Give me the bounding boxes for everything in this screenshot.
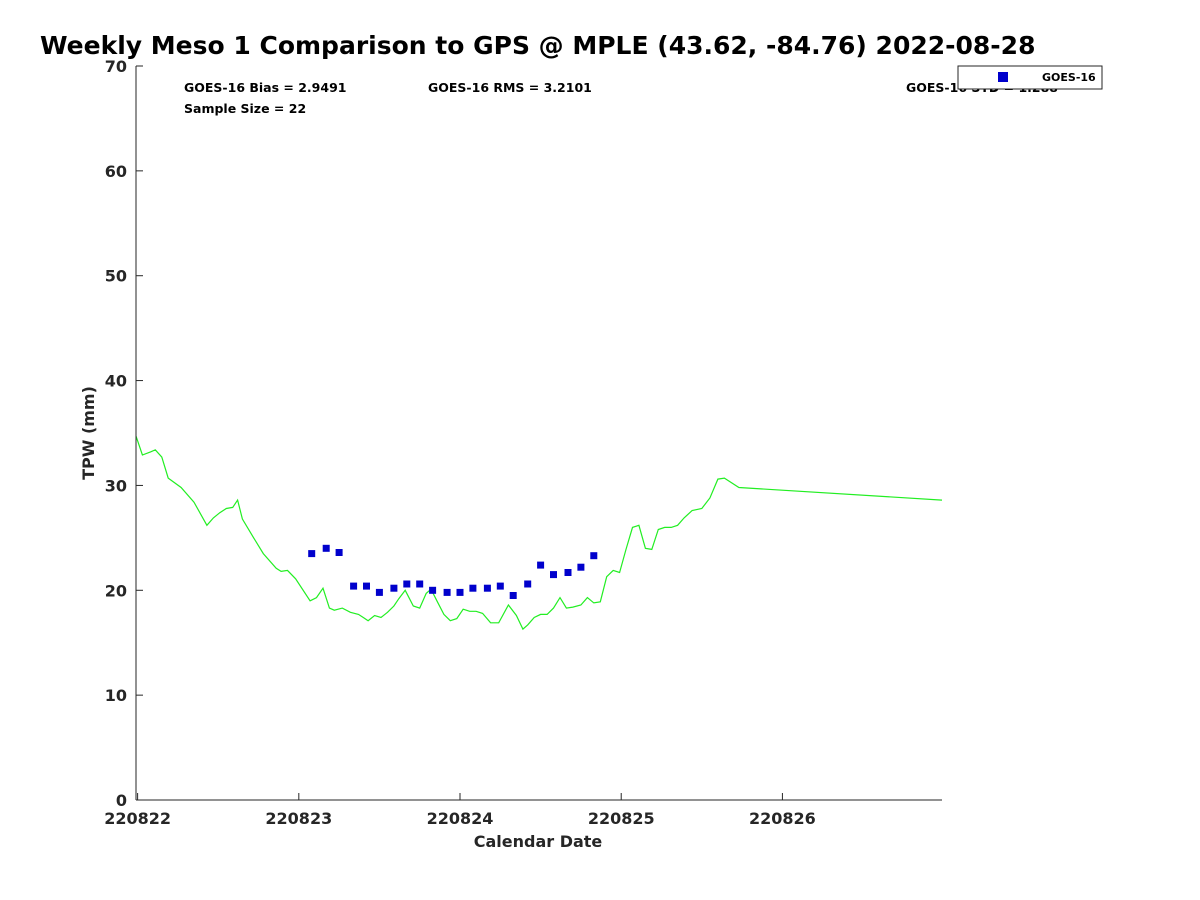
goes16-point [509,592,517,599]
goes16-point [550,571,557,579]
bias-stat: GOES-16 Bias = 2.9491 [184,80,346,95]
goes16-point [590,552,598,560]
y-axis-label: TPW (mm) [79,386,98,480]
x-axis-ticks: 220822 220823 220824 220825 220826 [104,793,816,828]
plot-area [136,66,942,800]
x-tick-label: 220822 [104,809,171,828]
x-tick-label: 220825 [588,809,655,828]
goes16-point [375,588,383,596]
goes16-series [308,544,598,599]
y-tick-label: 20 [105,581,127,600]
y-axis-ticks: 0 10 20 30 40 50 60 70 [105,57,143,810]
goes16-point [443,588,451,596]
goes16-point [416,580,424,588]
sample-size-stat: Sample Size = 22 [184,101,306,116]
goes16-point [390,584,398,592]
x-axis-label: Calendar Date [474,832,603,851]
legend-marker-goes16 [998,72,1008,82]
goes16-point [524,580,532,588]
goes16-point [403,580,411,588]
goes16-point [564,569,572,576]
y-tick-label: 30 [105,476,127,495]
y-tick-label: 10 [105,686,127,705]
goes16-point [308,550,316,558]
gps-series [135,435,943,631]
y-tick-label: 40 [105,372,127,391]
x-tick-label: 220824 [427,809,494,828]
x-tick-label: 220826 [749,809,816,828]
legend-box [957,65,1103,90]
y-tick-label: 50 [105,267,127,286]
goes16-point [363,582,370,590]
gps-line [135,435,943,631]
goes16-point [537,561,545,569]
y-tick-label: 70 [105,57,127,76]
goes16-point [577,563,585,571]
y-tick-label: 60 [105,162,127,181]
goes16-point [429,586,437,594]
legend-label-goes16: GOES-16 [1042,71,1096,84]
rms-stat: GOES-16 RMS = 3.2101 [428,80,592,95]
legend: GOES-16 [957,65,1103,90]
goes16-point [350,582,358,590]
y-tick-label: 0 [116,791,127,810]
goes16-point [496,582,504,590]
goes16-point [469,584,477,592]
goes16-point [335,549,343,556]
goes16-point [456,588,464,596]
x-tick-label: 220823 [265,809,332,828]
goes16-point [483,584,491,592]
chart-title: Weekly Meso 1 Comparison to GPS @ MPLE (… [40,31,1035,60]
goes16-point [322,544,330,552]
